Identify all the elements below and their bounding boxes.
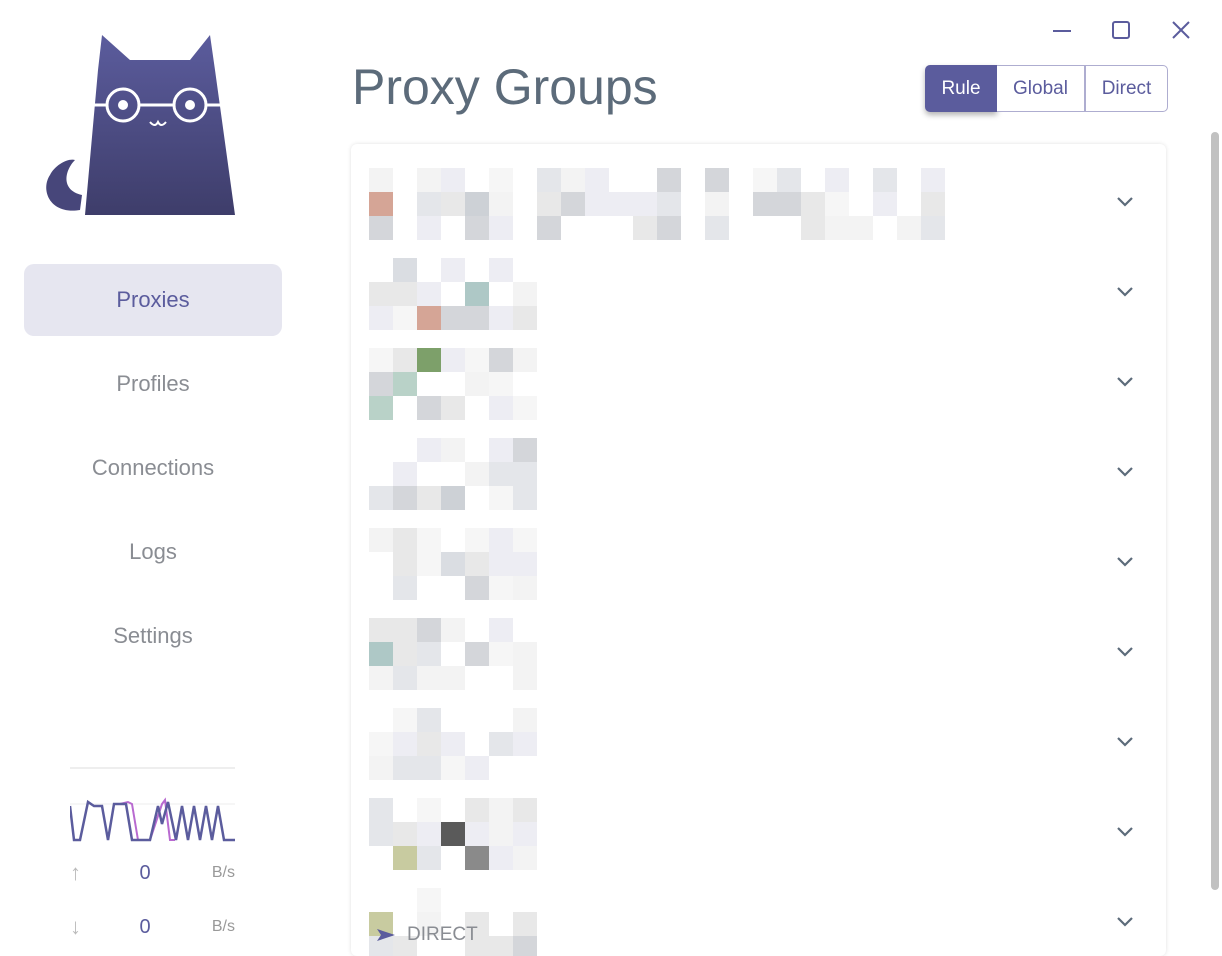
upload-value: 0: [139, 861, 151, 884]
sidebar-item-proxies[interactable]: Proxies: [24, 264, 282, 336]
chevron-down-icon[interactable]: [1114, 280, 1136, 302]
maximize-icon[interactable]: [1108, 18, 1138, 44]
chevron-down-icon[interactable]: [1114, 460, 1136, 482]
scrollbar[interactable]: [1211, 132, 1219, 890]
sidebar-item-settings[interactable]: Settings: [113, 623, 193, 648]
traffic-graph: [70, 767, 235, 842]
download-speed: ↓ 0 B/s: [70, 912, 235, 942]
proxy-group[interactable]: [351, 876, 1166, 956]
chevron-down-icon[interactable]: [1114, 370, 1136, 392]
chevron-down-icon[interactable]: [1114, 550, 1136, 572]
mode-rule-button[interactable]: Rule: [925, 65, 997, 112]
sidebar-item-connections[interactable]: Connections: [91, 455, 215, 480]
download-unit: B/s: [211, 918, 235, 935]
mode-direct-button[interactable]: Direct: [1085, 65, 1168, 112]
arrow-down-icon: ↓: [70, 914, 81, 939]
page-title: Proxy Groups: [352, 59, 658, 115]
chevron-down-icon[interactable]: [1114, 820, 1136, 842]
proxy-group[interactable]: [351, 426, 1166, 516]
close-icon[interactable]: [1168, 18, 1198, 44]
proxy-group[interactable]: [351, 516, 1166, 606]
proxy-group[interactable]: [351, 336, 1166, 426]
proxy-group[interactable]: [351, 246, 1166, 336]
arrow-up-icon: ↑: [70, 860, 81, 885]
proxy-group[interactable]: [351, 606, 1166, 696]
proxy-group[interactable]: [351, 696, 1166, 786]
upload-unit: B/s: [211, 864, 235, 881]
chevron-down-icon[interactable]: [1114, 730, 1136, 752]
selected-proxy: DIRECT: [375, 924, 478, 946]
chevron-down-icon[interactable]: [1114, 640, 1136, 662]
download-line: [70, 799, 235, 842]
chevron-down-icon[interactable]: [1114, 190, 1136, 212]
proxy-groups-list: DIRECT: [351, 144, 1166, 956]
upload-speed: ↑ 0 B/s: [70, 858, 235, 888]
mode-global-button[interactable]: Global: [997, 65, 1085, 112]
selected-proxy-name: DIRECT: [407, 924, 478, 945]
sidebar-item-logs[interactable]: Logs: [129, 539, 177, 564]
proxy-group[interactable]: [351, 156, 1166, 246]
cat-logo: [46, 35, 235, 215]
chevron-down-icon[interactable]: [1114, 910, 1136, 932]
sidebar: Proxies Profiles Connections Logs Settin…: [0, 0, 306, 956]
send-icon: [377, 929, 395, 941]
proxy-group[interactable]: [351, 786, 1166, 876]
minimize-icon[interactable]: [1048, 18, 1078, 44]
sidebar-item-profiles[interactable]: Profiles: [116, 371, 190, 396]
download-value: 0: [139, 915, 151, 938]
mode-switch: Rule Global Direct: [925, 65, 1168, 112]
